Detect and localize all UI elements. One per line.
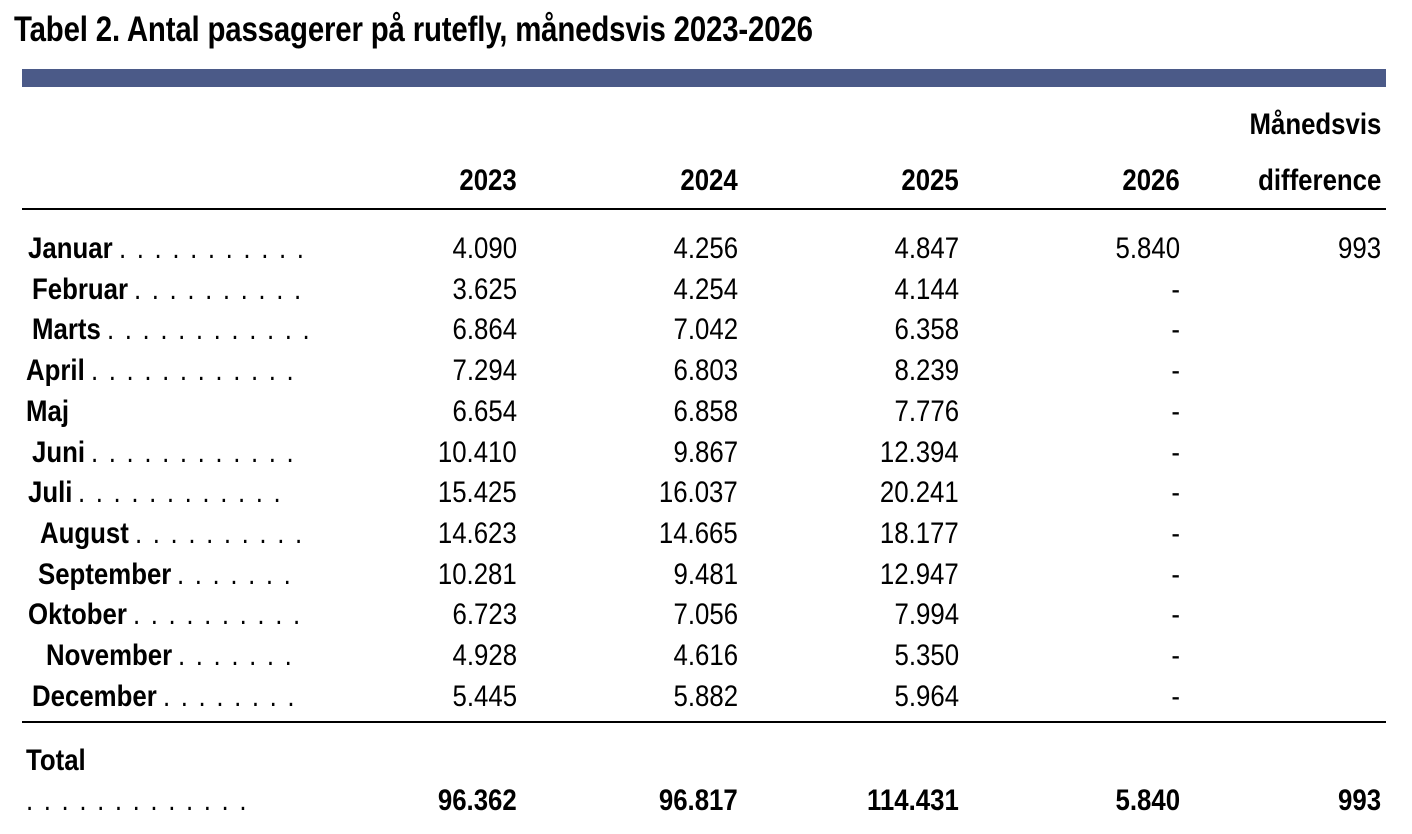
leader-dots: . . . . . . . . . . xyxy=(134,516,304,550)
cell-2025: 20.241 xyxy=(880,476,959,510)
total-label: Total xyxy=(26,744,86,777)
cell-2024: 14.665 xyxy=(659,516,738,550)
cell-2024: 4.616 xyxy=(673,639,738,672)
cell-2026: - xyxy=(1171,557,1180,591)
leader-dots: . . . . . . . . . . . . xyxy=(106,313,312,347)
month-label: Juni xyxy=(32,435,86,469)
cell-2025: 4.847 xyxy=(894,232,959,265)
title-band xyxy=(22,69,1386,87)
col-header-2024: 2024 xyxy=(680,164,738,197)
month-label: Marts xyxy=(32,313,101,347)
month-label: August xyxy=(40,516,129,550)
cell-2026: - xyxy=(1171,272,1180,306)
cell-2023: 10.410 xyxy=(438,435,517,469)
leader-dots: . . . . . . . xyxy=(178,639,294,672)
cell-2024: 7.056 xyxy=(673,598,738,632)
month-label: September xyxy=(38,557,172,591)
cell-2023: 4.090 xyxy=(452,232,517,265)
cell-2024: 16.037 xyxy=(659,476,738,510)
cell-2023: 5.445 xyxy=(452,679,517,713)
month-label: Maj xyxy=(26,394,70,428)
cell-2023: 14.623 xyxy=(438,516,517,550)
leader-dots: . . . . . . . . . . xyxy=(134,272,303,306)
cell-2025: 12.947 xyxy=(880,557,959,591)
cell-2026: - xyxy=(1171,679,1180,713)
cell-2024: 6.858 xyxy=(673,394,738,428)
leader-dots: . . . . . . . . xyxy=(162,679,297,713)
total-dots: . . . . . . . . . . . . . xyxy=(26,784,249,817)
cell-2026: - xyxy=(1171,354,1180,388)
cell-2026: 5.840 xyxy=(1115,232,1180,265)
col-header-2026: 2026 xyxy=(1122,164,1180,197)
leader-dots: . . . . . . . . . . . . xyxy=(78,476,283,510)
table-title: Tabel 2. Antal passagerer på rutefly, må… xyxy=(14,10,813,49)
total-rule xyxy=(22,721,1386,723)
leader-dots: . . . . . . . . . . . . xyxy=(90,354,296,388)
cell-2025: 5.350 xyxy=(894,639,959,672)
cell-2024: 9.867 xyxy=(673,435,738,469)
header-rule xyxy=(22,208,1386,210)
col-header-2025: 2025 xyxy=(901,164,959,197)
cell-2023: 6.864 xyxy=(452,313,517,347)
cell-2026: - xyxy=(1171,476,1180,510)
cell-2023: 4.928 xyxy=(452,639,517,672)
total-2026: 5.840 xyxy=(1115,784,1180,817)
cell-2025: 12.394 xyxy=(880,435,959,469)
cell-2023: 6.723 xyxy=(452,598,517,632)
cell-2025: 7.994 xyxy=(894,598,959,632)
col-header-diff-line2: difference xyxy=(1257,164,1381,197)
total-diff: 993 xyxy=(1337,784,1381,817)
leader-dots: . . . . . . . . . . . . xyxy=(91,435,296,469)
cell-2025: 6.358 xyxy=(894,313,959,347)
col-header-diff-line1: Månedsvis xyxy=(1249,108,1381,141)
cell-2026: - xyxy=(1171,516,1180,550)
cell-2026: - xyxy=(1171,313,1180,347)
month-label: November xyxy=(46,639,173,672)
month-label: Januar xyxy=(28,232,113,265)
leader-dots: . . . . . . . . . . xyxy=(132,598,302,632)
cell-2023: 15.425 xyxy=(438,476,517,510)
cell-2024: 9.481 xyxy=(673,557,738,591)
total-2023: 96.362 xyxy=(438,784,517,817)
cell-2025: 8.239 xyxy=(894,354,959,388)
total-2024: 96.817 xyxy=(659,784,738,817)
cell-2026: - xyxy=(1171,598,1180,632)
leader-dots: . . . . . . . xyxy=(177,557,293,591)
leader-dots: . . . . . . . . . . . xyxy=(118,232,306,265)
month-label: December xyxy=(32,679,157,713)
cell-2024: 7.042 xyxy=(673,313,738,347)
cell-2026: - xyxy=(1171,639,1180,672)
cell-2024: 5.882 xyxy=(673,679,738,713)
col-header-2023: 2023 xyxy=(459,164,517,197)
cell-2025: 18.177 xyxy=(880,516,959,550)
cell-2024: 4.254 xyxy=(673,272,738,306)
month-label: Oktober xyxy=(28,598,127,632)
month-label: April xyxy=(26,354,85,388)
cell-2026: - xyxy=(1171,435,1180,469)
cell-2025: 4.144 xyxy=(894,272,959,306)
month-label: Februar xyxy=(32,272,129,306)
cell-2023: 10.281 xyxy=(438,557,517,591)
cell-2024: 6.803 xyxy=(673,354,738,388)
cell-2023: 3.625 xyxy=(452,272,517,306)
cell-2023: 6.654 xyxy=(452,394,517,428)
cell-2025: 5.964 xyxy=(894,679,959,713)
total-2025: 114.431 xyxy=(867,784,959,817)
cell-2023: 7.294 xyxy=(452,354,517,388)
month-label: Juli xyxy=(28,476,73,510)
cell-2025: 7.776 xyxy=(894,394,959,428)
cell-diff: 993 xyxy=(1337,232,1381,265)
cell-2026: - xyxy=(1171,394,1180,428)
cell-2024: 4.256 xyxy=(673,232,738,265)
